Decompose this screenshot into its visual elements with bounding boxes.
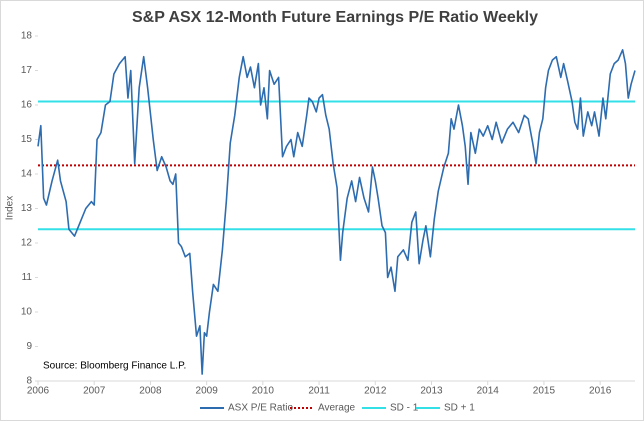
y-tick-label: 8 [26, 376, 32, 387]
y-tick-label: 15 [21, 134, 33, 145]
legend-label: Average [318, 403, 356, 414]
y-tick-label: 9 [26, 341, 32, 352]
legend-label: ASX P/E Ratio [228, 403, 293, 414]
legend-label: SD + 1 [444, 403, 475, 414]
x-tick-label: 2009 [196, 386, 219, 397]
y-tick-label: 16 [21, 100, 33, 111]
x-tick-label: 2006 [27, 386, 50, 397]
x-tick-label: 2016 [589, 386, 612, 397]
y-tick-label: 14 [21, 169, 33, 180]
x-tick-label: 2014 [477, 386, 500, 397]
x-tick-label: 2010 [252, 386, 275, 397]
source-note: Source: Bloomberg Finance L.P. [43, 361, 186, 372]
x-tick-label: 2011 [308, 386, 330, 397]
x-tick-label: 2007 [83, 386, 106, 397]
x-tick-label: 2008 [139, 386, 162, 397]
legend-label: SD - 1 [390, 403, 419, 414]
chart-title: S&P ASX 12-Month Future Earnings P/E Rat… [132, 9, 538, 26]
y-tick-label: 11 [22, 272, 33, 283]
x-tick-label: 2015 [533, 386, 556, 397]
y-tick-label: 13 [21, 203, 33, 214]
y-tick-label: 17 [21, 65, 33, 76]
x-tick-label: 2013 [420, 386, 443, 397]
x-tick-label: 2012 [364, 386, 387, 397]
y-tick-label: 18 [21, 31, 33, 42]
y-tick-label: 10 [21, 307, 33, 318]
data-line [37, 49, 636, 375]
y-tick-label: 12 [21, 238, 33, 249]
y-axis-label: Index [5, 196, 16, 220]
